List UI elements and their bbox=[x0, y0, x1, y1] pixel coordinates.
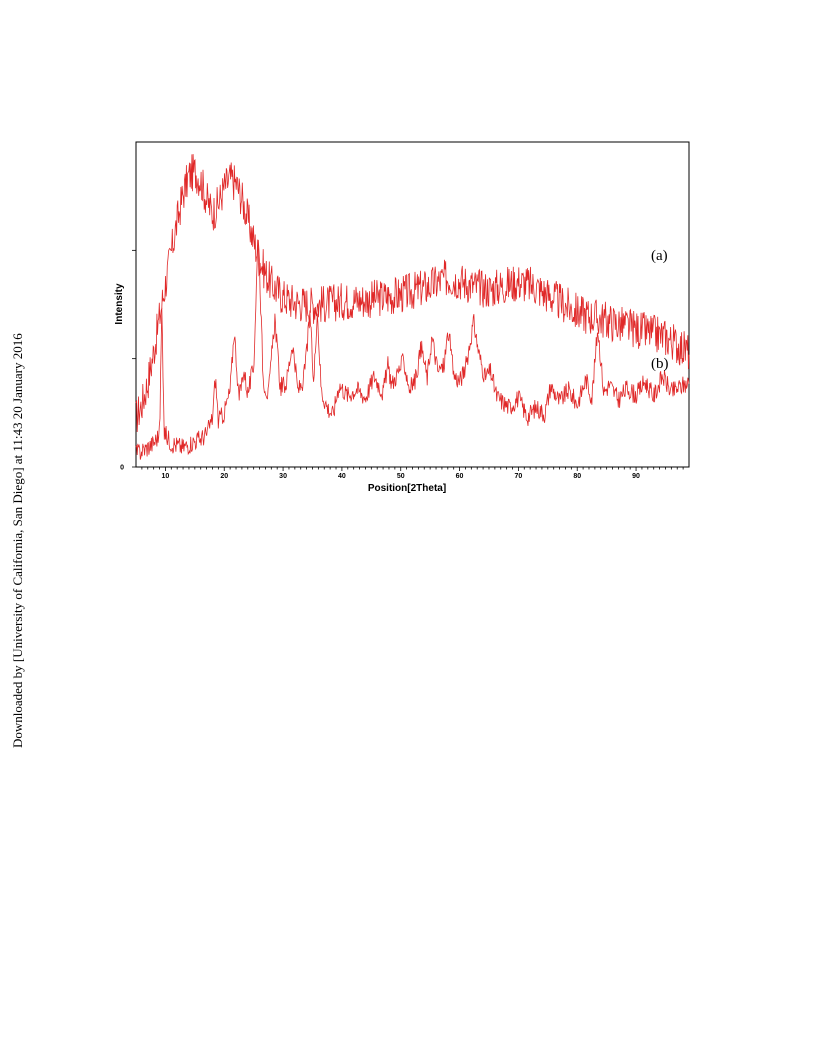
series-label-a: (a) bbox=[651, 248, 668, 264]
x-tick-label: 10 bbox=[162, 473, 170, 480]
x-axis: 10 20 30 40 50 60 70 80 90 bbox=[141, 467, 684, 480]
x-tick-label: 90 bbox=[632, 473, 640, 480]
x-tick-label: 80 bbox=[573, 473, 581, 480]
x-tick-label: 60 bbox=[456, 473, 464, 480]
y-axis: 0 bbox=[120, 249, 136, 472]
series-line-b bbox=[135, 239, 690, 460]
series-label-b: (b) bbox=[651, 356, 669, 372]
x-tick-label: 70 bbox=[514, 473, 522, 480]
x-tick-label: 50 bbox=[397, 473, 405, 480]
curves-layer bbox=[135, 154, 690, 460]
x-tick-label: 30 bbox=[279, 473, 287, 480]
x-tick-label: 40 bbox=[338, 473, 346, 480]
y-axis-title: Intensity bbox=[114, 283, 125, 325]
series-line-a bbox=[135, 154, 690, 433]
x-axis-title: Position[2Theta] bbox=[368, 483, 446, 494]
y-tick-label: 0 bbox=[120, 465, 124, 472]
x-tick-label: 20 bbox=[220, 473, 228, 480]
